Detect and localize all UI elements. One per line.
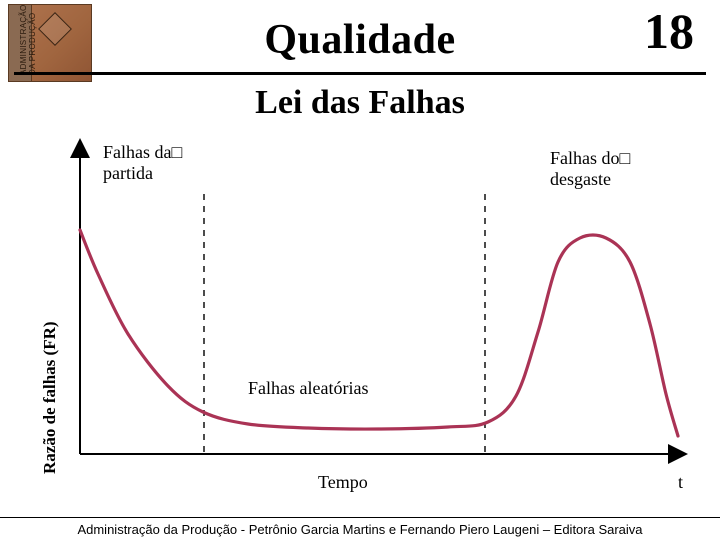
annotation-left-region: Falhas da□ partida: [103, 142, 182, 184]
annotation-left-line2: partida: [103, 163, 182, 184]
header-divider: [14, 72, 706, 75]
page-subtitle: Lei das Falhas: [0, 84, 720, 122]
footer-divider: [0, 517, 720, 518]
annotation-right-region: Falhas do□ desgaste: [550, 148, 630, 190]
slide: ADMINISTRAÇÃO DA PRODUÇÃO 18 Qualidade L…: [0, 0, 720, 540]
annotation-right-line2: desgaste: [550, 169, 630, 190]
x-axis-label-center: Tempo: [318, 472, 368, 493]
annotation-right-line1: Falhas do□: [550, 148, 630, 169]
footer-text: Administração da Produção - Petrônio Gar…: [0, 522, 720, 537]
x-axis-label-right: t: [678, 472, 683, 493]
annotation-left-line1: Falhas da□: [103, 142, 182, 163]
y-axis-label: Razão de falhas (FR): [40, 321, 60, 474]
chart-area: Razão de falhas (FR) Falhas da□ partida …: [18, 134, 702, 504]
annotation-mid-text: Falhas aleatórias: [248, 378, 368, 398]
page-title: Qualidade: [0, 16, 720, 64]
annotation-mid-region: Falhas aleatórias: [248, 378, 368, 399]
